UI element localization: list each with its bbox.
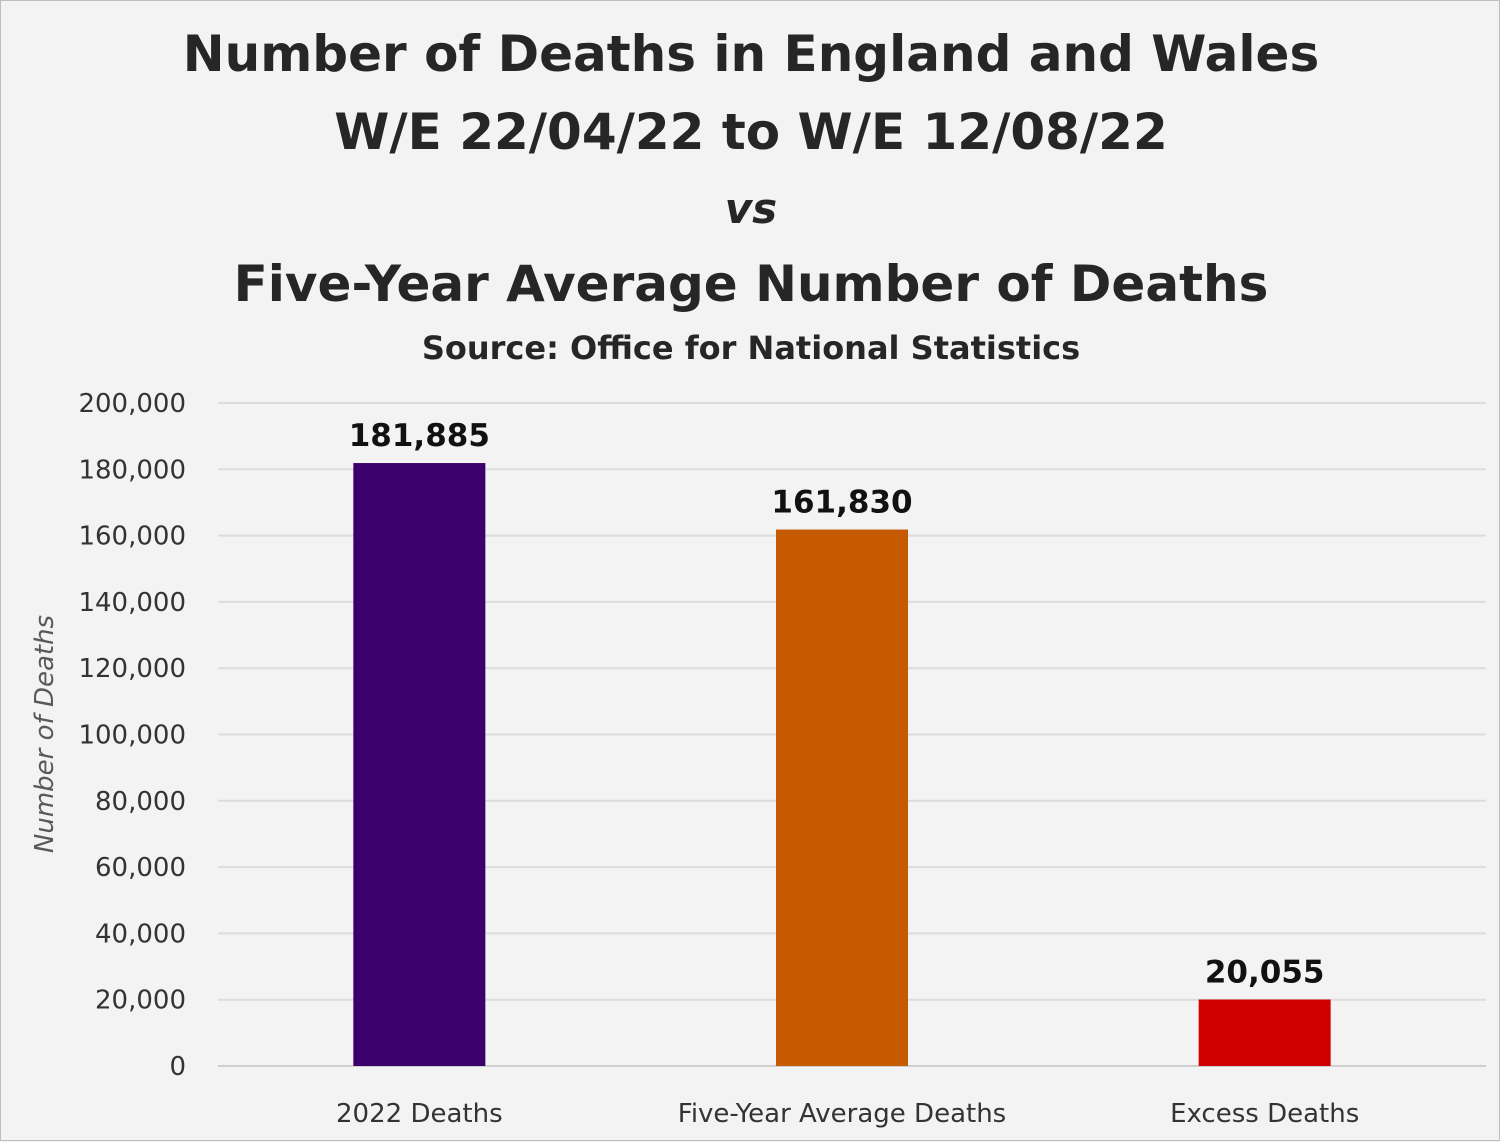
chart-title-line-1: Number of Deaths in England and Wales [183,25,1319,83]
y-tick-label: 100,000 [78,721,186,751]
chart-title-line-2: W/E 22/04/22 to W/E 12/08/22 [334,103,1168,161]
bar [1198,999,1331,1066]
x-tick-label: 2022 Deaths [336,1099,503,1129]
y-tick-label: 200,000 [78,389,186,419]
data-label: 161,830 [771,485,912,521]
bar [776,529,908,1066]
y-tick-label: 80,000 [95,787,186,817]
chart-title-line-4: Five-Year Average Number of Deaths [234,255,1269,313]
chart-title-line-3: vs [725,184,777,233]
y-tick-label: 140,000 [78,588,186,618]
bar [353,463,486,1066]
x-tick-label: Excess Deaths [1170,1099,1359,1129]
x-tick-label: Five-Year Average Deaths [678,1099,1006,1129]
y-tick-label: 120,000 [78,654,186,684]
y-axis-label: Number of Deaths [30,615,60,853]
data-label: 20,055 [1205,955,1325,991]
y-tick-label: 160,000 [78,522,186,552]
y-tick-label: 20,000 [95,986,186,1016]
y-tick-label: 60,000 [95,853,186,883]
chart-subtitle: Source: Office for National Statistics [422,329,1080,367]
y-tick-label: 0 [169,1052,186,1082]
y-tick-label: 180,000 [78,455,186,485]
y-tick-label: 40,000 [95,919,186,949]
data-label: 181,885 [349,418,490,454]
